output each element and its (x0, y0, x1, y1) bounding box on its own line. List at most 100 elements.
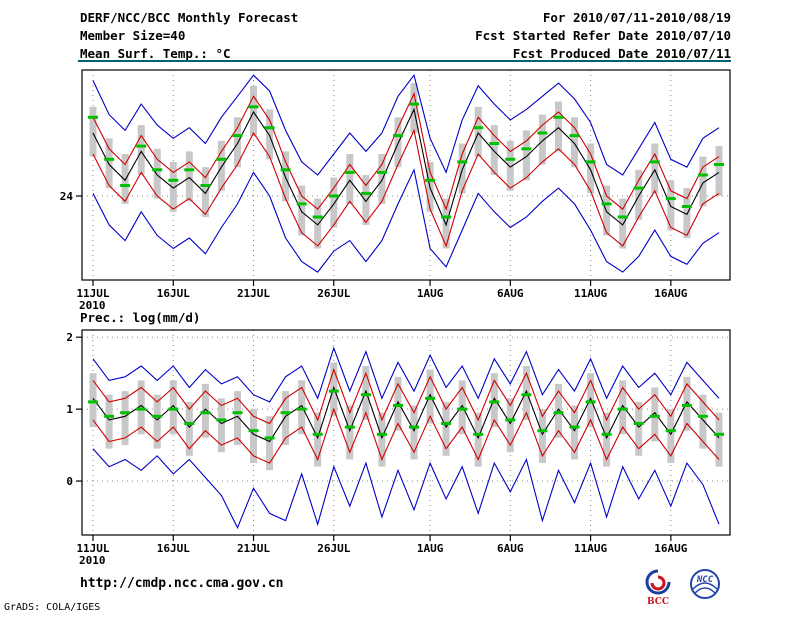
fcst-start-date-label: Fcst Started Refer Date 2010/07/10 (475, 28, 731, 43)
observation-dash (88, 115, 98, 119)
observation-dash (393, 134, 403, 138)
observation-dash (280, 411, 291, 415)
x-tick-label: 16JUL (157, 287, 190, 300)
observation-dash (585, 160, 596, 164)
observation-dash (296, 407, 307, 411)
observation-dash (328, 389, 339, 393)
spread-bar (250, 409, 257, 463)
mean-minus-spread-line (92, 407, 720, 464)
observation-dash (184, 168, 195, 172)
observation-dash (248, 105, 259, 109)
x-tick-label: 11JUL (76, 287, 109, 300)
spread-bar (169, 161, 177, 212)
observation-dash (425, 178, 436, 182)
spread-bar (506, 140, 514, 191)
observation-dash (344, 170, 355, 174)
observation-dash (232, 411, 243, 415)
spread-bar (619, 198, 627, 249)
spread-bar (217, 398, 225, 453)
spread-bar (217, 140, 225, 191)
observation-dash (553, 115, 564, 119)
y-tick-label: 1 (66, 403, 73, 416)
spread-bar (506, 398, 514, 453)
ncc-logo-globe-icon: NCC (690, 569, 720, 599)
spread-bar (571, 405, 578, 460)
spread-bar (137, 380, 145, 435)
observation-dash (296, 202, 307, 206)
spread-bar (346, 405, 354, 460)
bcc-logo: BCC (640, 569, 676, 607)
spread-bar (234, 117, 241, 168)
spread-bar (651, 387, 659, 442)
spread-bar (667, 409, 675, 463)
spread-bar (522, 130, 530, 181)
observation-dash (681, 404, 692, 407)
temp-panel-title: Mean Surf. Temp.: °C (80, 46, 231, 61)
observation-dash (360, 393, 371, 397)
observation-dash (569, 134, 580, 138)
observation-dash (312, 215, 323, 219)
x-tick-label: 1AUG (417, 287, 444, 300)
observation-dash (216, 418, 227, 422)
bcc-logo-swirl-icon (645, 569, 671, 595)
observation-dash (200, 184, 211, 187)
y-tick-label: 0 (66, 475, 73, 488)
spread-bar (250, 85, 257, 136)
spread-bar (683, 188, 691, 238)
prec-panel-title: Prec.: log(mm/d) (80, 310, 201, 325)
spread-bar (89, 106, 97, 157)
x-tick-label: 11JUL (76, 542, 109, 555)
x-tick-label: 21JUL (237, 542, 270, 555)
observation-dash (328, 194, 339, 198)
x-tick-label: 16AUG (654, 542, 687, 555)
observation-dash (216, 157, 227, 161)
ensemble-max-line (92, 73, 720, 176)
spread-bar (635, 401, 643, 456)
spread-bar (619, 380, 627, 435)
spread-bar (234, 391, 241, 445)
spread-bar (555, 101, 562, 152)
observation-dash (168, 407, 179, 411)
grads-credit: GrADS: COLA/IGES (4, 602, 101, 613)
x-tick-label: 16JUL (157, 542, 190, 555)
observation-dash (376, 432, 387, 436)
plot-frame (81, 329, 731, 536)
spread-bar (474, 106, 482, 157)
observation-dash (104, 414, 115, 418)
spread-bar (474, 412, 482, 467)
observation-dash (248, 429, 259, 433)
fcst-produced-date-label: Fcst Produced Date 2010/07/11 (512, 46, 731, 61)
spread-bar (587, 373, 595, 428)
spread-bar (105, 394, 113, 449)
member-size-label: Member Size=40 (80, 28, 186, 43)
observation-dash (425, 396, 436, 400)
observation-dash (136, 407, 147, 411)
spread-bar (314, 198, 322, 249)
spread-bar (330, 362, 338, 417)
observation-dash (104, 157, 115, 161)
observation-dash (393, 404, 403, 407)
observation-dash (184, 422, 195, 425)
observation-dash (376, 170, 387, 174)
y-tick-label: 2 (66, 331, 73, 344)
observation-dash (232, 134, 243, 138)
spread-bar (683, 376, 691, 431)
observation-dash (714, 432, 724, 436)
observation-dash (409, 102, 419, 106)
plot-frame (81, 69, 731, 281)
spread-bar (314, 412, 322, 467)
observation-dash (88, 400, 98, 404)
observation-dash (360, 191, 371, 195)
observation-dash (312, 432, 323, 436)
observation-dash (264, 436, 275, 440)
spread-bar (410, 405, 418, 460)
observation-dash (505, 157, 516, 161)
observation-dash (714, 163, 724, 166)
spread-bar (490, 125, 498, 175)
observation-dash (633, 186, 644, 190)
x-tick-label: 16AUG (654, 287, 687, 300)
spread-bar (378, 412, 386, 467)
page-title: DERF/NCC/BCC Monthly Forecast (80, 10, 299, 25)
observation-dash (409, 425, 419, 429)
